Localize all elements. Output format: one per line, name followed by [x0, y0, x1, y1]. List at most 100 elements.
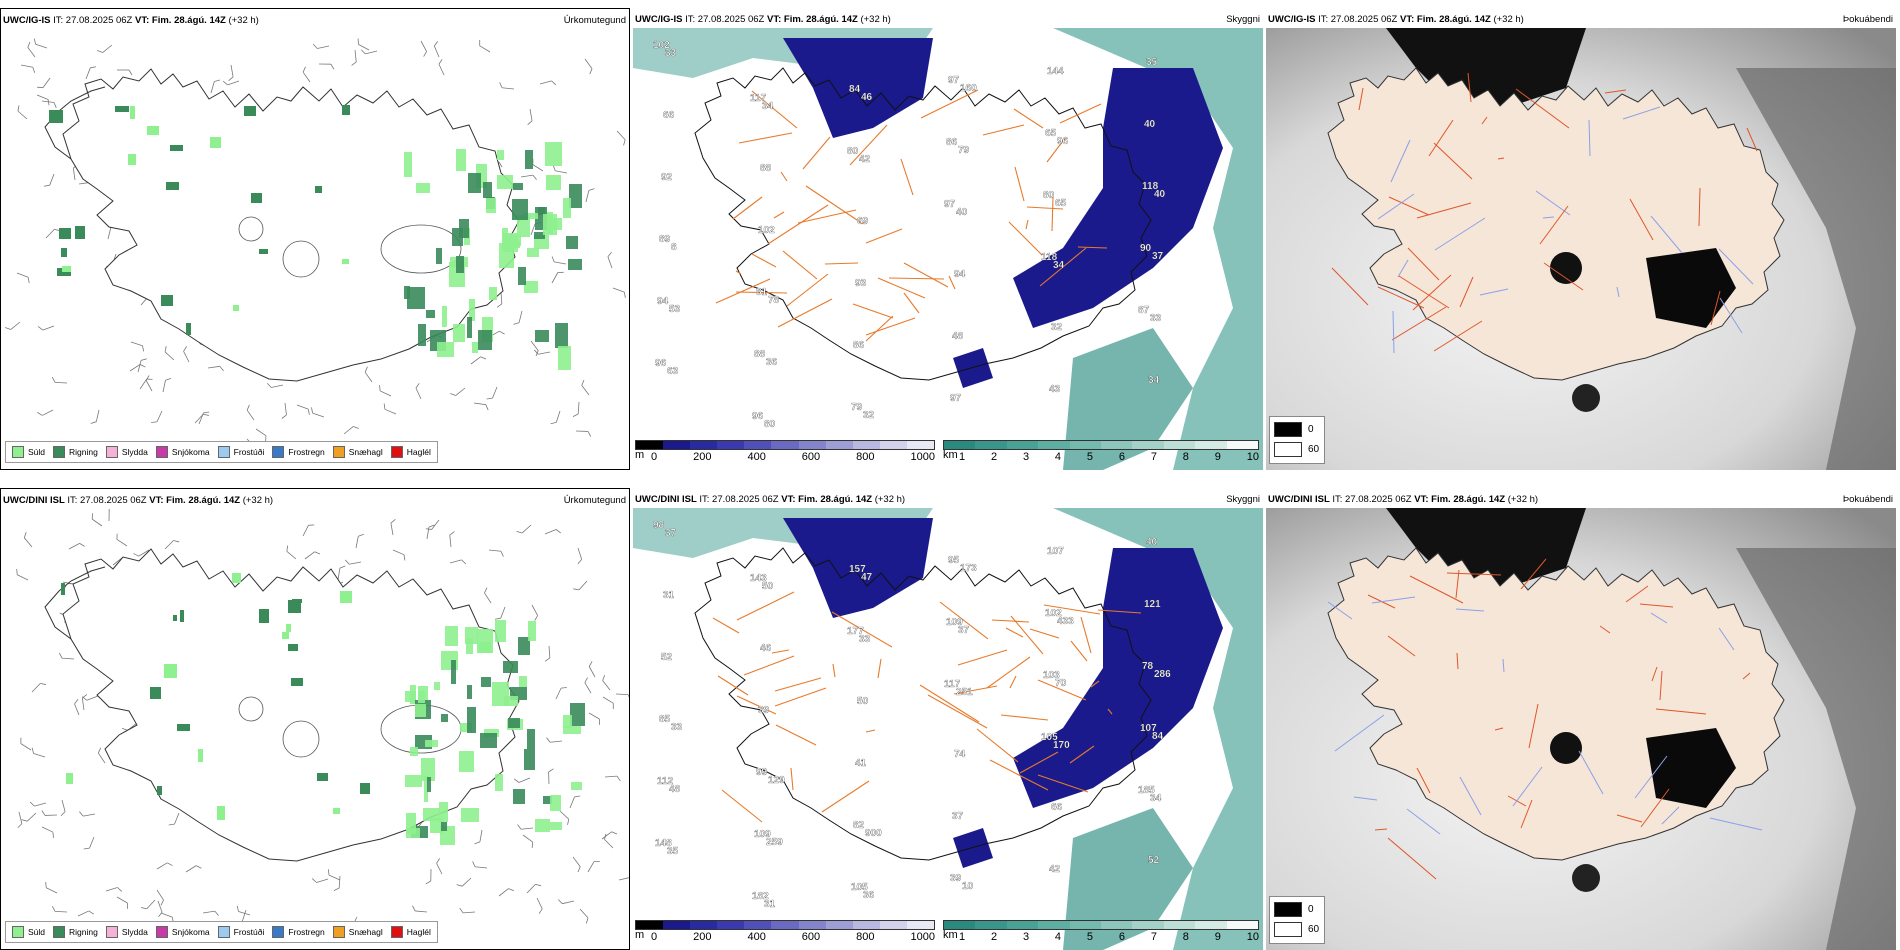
precip-cell: [423, 808, 440, 821]
wind-barb: [351, 49, 357, 66]
visibility-label: 40: [1154, 189, 1166, 200]
precip-cell: [286, 624, 291, 632]
legend-swatch: [155, 446, 168, 458]
visibility-label: 170: [1053, 740, 1070, 751]
colorbar-tick: 1000: [910, 451, 935, 463]
wind-barb: [390, 519, 396, 536]
legend-swatch: [217, 926, 230, 938]
road: [989, 759, 1049, 791]
visibility-label: 129: [768, 775, 785, 786]
valid-time: VT: Fim. 28.ágú. 14Z: [1414, 494, 1506, 505]
road: [982, 124, 1025, 136]
colorbar-tick: 400: [747, 931, 766, 943]
visibility-label: 80: [764, 419, 776, 430]
wind-barb: [141, 899, 156, 910]
precip-cell: [519, 676, 527, 687]
precip-cell: [512, 199, 528, 220]
road: [1090, 680, 1100, 688]
legend-item: Slydda: [105, 926, 148, 938]
visibility-label: 39: [950, 873, 962, 884]
wind-barb: [472, 861, 488, 869]
visibility-label: 102: [758, 225, 775, 236]
legend-item: Frostregn: [272, 926, 325, 938]
precip-cell: [232, 573, 241, 583]
precip-cell: [62, 266, 71, 272]
visibility-label: 36: [863, 890, 875, 901]
coastline: [694, 67, 1152, 381]
precip-cell: [467, 317, 472, 338]
river: [1434, 217, 1486, 251]
colorbar-tick: 5: [1086, 451, 1093, 463]
road: [986, 656, 1031, 689]
road: [888, 277, 945, 280]
wind-barb: [513, 310, 523, 325]
visibility-label: 94: [657, 296, 669, 307]
road: [743, 655, 795, 676]
road: [782, 250, 818, 280]
road: [1358, 87, 1364, 111]
wind-barb: [266, 382, 284, 388]
colorbar-tick: 3: [1022, 931, 1030, 943]
legend-label: Frostregn: [288, 447, 325, 457]
visibility-label: 96: [752, 411, 764, 422]
lead-time: (+32 h): [860, 14, 891, 25]
precip-cell: [333, 808, 340, 814]
road: [1029, 628, 1060, 639]
precip-map: [16, 509, 629, 929]
road: [865, 315, 894, 342]
road: [991, 619, 1030, 623]
wind-barb: [296, 404, 310, 415]
river: [1371, 596, 1416, 604]
road: [1625, 585, 1649, 603]
wind-barb: [425, 519, 440, 530]
precip-cell: [453, 324, 465, 342]
precip-cell: [416, 183, 430, 193]
precip-cell: [180, 610, 184, 622]
precip-cell: [75, 226, 85, 239]
wind-barb: [228, 64, 234, 81]
visibility-label: 65: [1055, 198, 1067, 209]
wind-barb: [584, 58, 593, 75]
colorbar-tick: 4: [1054, 931, 1062, 943]
road: [738, 132, 793, 144]
wind-barb: [281, 402, 287, 419]
wind-barb: [5, 321, 21, 330]
wind-barb: [498, 888, 515, 897]
precip-cell: [177, 724, 190, 731]
wind-barb: [569, 795, 581, 809]
coastline: [62, 548, 520, 862]
visibility-label: 37: [958, 625, 970, 636]
wind-barb: [513, 777, 531, 783]
wind-barb: [164, 346, 175, 361]
legend-item: Frostregn: [272, 446, 325, 458]
legend-label: Snæhagl: [348, 927, 383, 937]
precip-cell: [524, 281, 538, 293]
wind-barb: [473, 402, 489, 411]
road: [1528, 703, 1539, 749]
wind-barb: [573, 580, 588, 591]
wind-barb: [286, 545, 297, 560]
road: [1416, 767, 1431, 794]
wind-barb: [392, 549, 406, 561]
visibility-label: 84: [849, 84, 861, 95]
wind-barb: [133, 549, 150, 557]
wind-barb: [579, 908, 589, 924]
precip-cell: [570, 703, 585, 726]
wind-barb: [151, 410, 163, 423]
legend-item: Snjókoma: [155, 926, 210, 938]
wind-barb: [311, 407, 325, 418]
precip-cell: [442, 306, 447, 327]
precip-cell: [173, 615, 177, 621]
wind-barb: [438, 59, 445, 76]
precip-cell: [480, 733, 497, 748]
road: [1639, 603, 1674, 608]
precip-cell: [472, 342, 478, 353]
legend-swatch: [272, 446, 285, 458]
legend-label: Slydda: [121, 927, 148, 937]
colorbar-tick: 8: [1182, 451, 1189, 463]
road: [1005, 627, 1024, 638]
wind-barb: [236, 905, 251, 916]
precip-cell: [517, 215, 530, 237]
precip-cell: [543, 796, 552, 804]
visibility-label: 40: [956, 207, 968, 218]
